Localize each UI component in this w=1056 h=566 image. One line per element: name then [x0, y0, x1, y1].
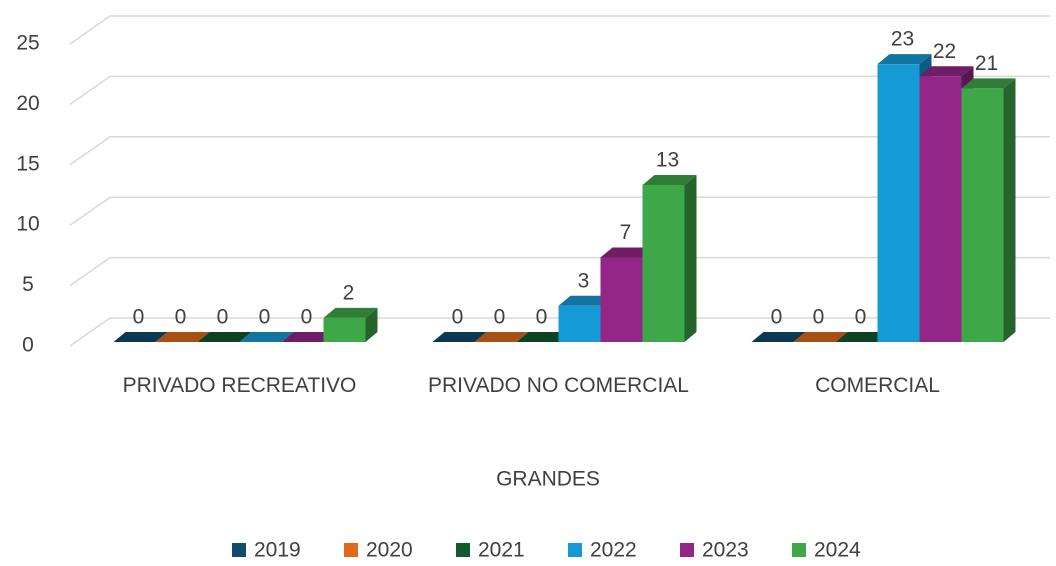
value-label: 0	[813, 306, 825, 329]
value-label: 22	[933, 40, 956, 63]
bar-face	[961, 78, 1016, 89]
grid-line	[69, 75, 1050, 106]
bar-face	[558, 305, 601, 342]
x-tick-label: COMERCIAL	[815, 374, 940, 397]
bar-face	[155, 332, 210, 342]
bar-face	[323, 307, 378, 318]
value-label: 0	[259, 306, 271, 329]
bar-face	[113, 332, 168, 342]
value-label: 13	[656, 149, 679, 172]
bar-face	[642, 174, 697, 185]
bar	[323, 307, 378, 342]
grid-line	[69, 15, 1050, 45]
x-axis-title: GRANDES	[496, 468, 600, 491]
value-label: 7	[620, 221, 632, 244]
bar-face	[684, 174, 697, 342]
bar	[642, 174, 697, 342]
y-tick-label: 25	[16, 32, 39, 55]
bar	[113, 332, 168, 343]
bar-face	[516, 332, 571, 342]
bar-face	[600, 247, 655, 258]
value-label: 21	[975, 52, 998, 75]
x-tick-label: PRIVADO RECREATIVO	[122, 374, 357, 397]
bar-face	[600, 257, 643, 342]
value-label: 0	[771, 306, 783, 329]
bar	[474, 332, 529, 343]
legend-label: 2020	[366, 539, 413, 562]
value-label: 3	[578, 269, 590, 292]
y-tick-label: 20	[16, 92, 39, 115]
value-label: 0	[133, 306, 145, 329]
bar-face	[835, 332, 890, 342]
bar-face	[323, 317, 366, 342]
y-tick-label: 10	[16, 213, 39, 236]
value-label: 0	[494, 306, 506, 329]
y-tick-label: 5	[22, 273, 34, 296]
value-label: 0	[175, 306, 187, 329]
legend-label: 2021	[478, 539, 525, 562]
value-label: 0	[301, 306, 313, 329]
legend-swatch	[680, 543, 694, 557]
bar-face	[919, 66, 974, 77]
value-label: 0	[452, 306, 464, 329]
legend-label: 2022	[590, 539, 637, 562]
legend-label: 2023	[702, 539, 749, 562]
bar	[155, 332, 210, 343]
bar-face	[793, 332, 848, 342]
value-label: 0	[217, 306, 229, 329]
bar-face	[281, 332, 336, 342]
bar	[281, 332, 336, 343]
bar	[835, 332, 890, 343]
legend-swatch	[456, 543, 470, 557]
bar-face	[474, 332, 529, 342]
y-tick-label: 0	[22, 334, 34, 357]
bar-face	[239, 332, 294, 342]
grid-line	[69, 196, 1050, 226]
bar	[516, 332, 571, 343]
bar	[197, 332, 252, 343]
bar-face	[197, 332, 252, 342]
bar	[432, 332, 487, 343]
bar-face	[432, 332, 487, 342]
bar	[793, 332, 848, 343]
grid-line	[69, 256, 1050, 287]
value-label: 2	[343, 281, 355, 304]
bar-face	[877, 64, 920, 342]
value-label: 0	[855, 306, 867, 329]
bar	[961, 78, 1016, 342]
bar-face	[751, 332, 806, 342]
bar-face	[642, 184, 685, 342]
y-tick-label: 15	[16, 152, 39, 175]
grid-line	[69, 317, 1050, 347]
bar-face	[961, 88, 1004, 342]
grid-line	[69, 136, 1050, 166]
legend-label: 2024	[814, 539, 861, 562]
bar-face	[365, 307, 378, 342]
value-label: 0	[536, 306, 548, 329]
bar-face	[919, 76, 962, 343]
bar	[239, 332, 294, 343]
bar	[751, 332, 806, 343]
legend-swatch	[568, 543, 582, 557]
legend-swatch	[232, 543, 246, 557]
value-label: 23	[891, 28, 914, 51]
legend-swatch	[344, 543, 358, 557]
bar-face	[877, 54, 932, 65]
legend-label: 2019	[254, 539, 301, 562]
bar-face	[1003, 78, 1016, 342]
legend-swatch	[792, 543, 806, 557]
x-tick-label: PRIVADO NO COMERCIAL	[428, 374, 689, 397]
bar-face	[558, 295, 613, 306]
